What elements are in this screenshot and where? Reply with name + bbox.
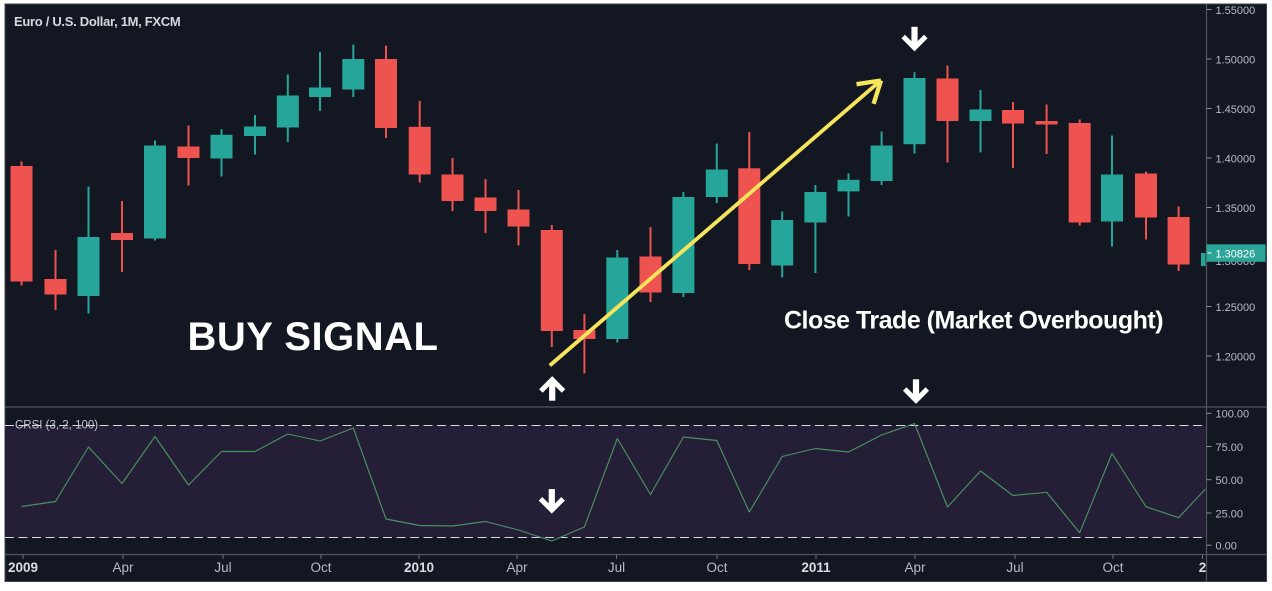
svg-text:Euro / U.S. Dollar, 1M, FXCM: Euro / U.S. Dollar, 1M, FXCM (14, 14, 180, 29)
svg-text:100.00: 100.00 (1216, 409, 1250, 421)
svg-text:Jul: Jul (608, 560, 625, 575)
svg-text:Jul: Jul (1006, 560, 1023, 575)
svg-text:75.00: 75.00 (1216, 442, 1244, 454)
svg-text:1.20000: 1.20000 (1216, 351, 1256, 363)
svg-text:2: 2 (1199, 560, 1207, 575)
svg-text:Close Trade (Market Overbought: Close Trade (Market Overbought) (784, 307, 1163, 335)
svg-text:Oct: Oct (1102, 560, 1123, 575)
svg-text:25.00: 25.00 (1216, 508, 1244, 520)
svg-text:1.30826: 1.30826 (1216, 248, 1256, 260)
svg-text:Apr: Apr (112, 560, 134, 575)
svg-text:Apr: Apr (904, 560, 926, 575)
svg-text:1.45000: 1.45000 (1216, 104, 1256, 116)
svg-text:0.00: 0.00 (1216, 541, 1237, 553)
svg-text:1.35000: 1.35000 (1216, 203, 1256, 215)
svg-text:1.50000: 1.50000 (1216, 54, 1256, 66)
svg-text:50.00: 50.00 (1216, 475, 1244, 487)
svg-text:2011: 2011 (801, 560, 831, 575)
svg-text:CRSI (3, 2, 100): CRSI (3, 2, 100) (15, 420, 98, 432)
svg-text:Oct: Oct (706, 560, 727, 575)
svg-text:1.40000: 1.40000 (1216, 153, 1256, 165)
svg-text:1.25000: 1.25000 (1216, 302, 1256, 314)
svg-text:2010: 2010 (404, 560, 434, 575)
svg-text:Apr: Apr (506, 560, 528, 575)
svg-text:BUY SIGNAL: BUY SIGNAL (188, 315, 439, 359)
svg-text:2009: 2009 (8, 560, 38, 575)
svg-text:Oct: Oct (310, 560, 331, 575)
svg-text:1.55000: 1.55000 (1216, 5, 1256, 17)
svg-text:Jul: Jul (214, 560, 231, 575)
